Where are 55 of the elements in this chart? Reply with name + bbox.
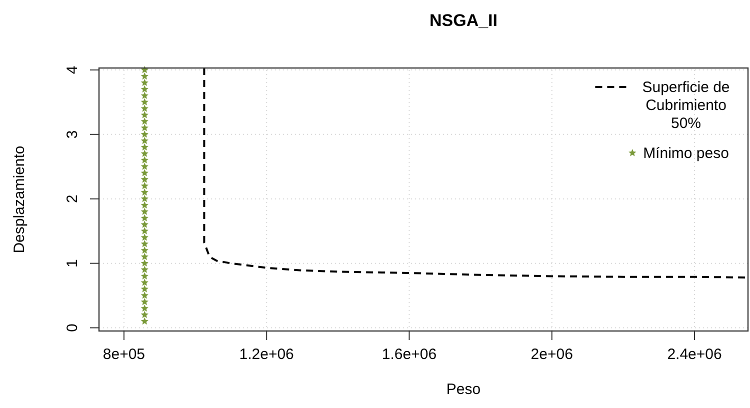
point (140, 201, 148, 209)
y-tick-label: 2 (64, 194, 81, 204)
x-tick-label: 2e+06 (530, 346, 573, 363)
x-tick-label: 1.6e+06 (382, 346, 437, 363)
point (140, 118, 148, 125)
point (140, 278, 148, 286)
x-tick-label: 1.2e+06 (239, 346, 294, 363)
point (140, 214, 148, 222)
chart-title: NSGA_II (429, 11, 498, 30)
x-axis-title: Peso (446, 381, 481, 398)
point (140, 188, 148, 196)
point (140, 66, 148, 74)
x-tick-label: 2.4e+06 (667, 346, 722, 363)
point (140, 266, 148, 273)
y-axis-title: Desplazamiento (11, 146, 28, 254)
point (140, 111, 148, 118)
legend-label: Superficie de Cubrimiento 50% (642, 79, 730, 132)
point (140, 208, 148, 215)
point (140, 194, 148, 202)
point (140, 292, 148, 299)
point (140, 304, 148, 312)
point (140, 162, 148, 170)
point (140, 72, 148, 80)
point (140, 182, 148, 190)
point (140, 240, 148, 248)
point (140, 150, 148, 157)
point (140, 156, 148, 164)
x-tick-label: 8e+05 (102, 346, 146, 363)
point (140, 252, 148, 260)
point (140, 104, 148, 112)
point (140, 85, 148, 93)
point (140, 298, 148, 306)
point (140, 143, 148, 151)
point (140, 130, 148, 138)
point (140, 92, 148, 99)
point (140, 78, 148, 86)
point (140, 136, 148, 144)
point (140, 246, 148, 254)
y-tick-label: 4 (64, 66, 81, 74)
point (140, 234, 148, 241)
point (140, 310, 148, 318)
point (140, 98, 148, 106)
point (140, 169, 148, 176)
y-tick-label: 3 (64, 130, 81, 139)
point (140, 124, 148, 132)
legend-label: Mínimo peso (643, 145, 729, 162)
y-tick-label: 1 (64, 259, 81, 268)
y-tick-label: 0 (64, 324, 81, 332)
point (140, 259, 148, 267)
point (140, 220, 148, 228)
point (140, 285, 148, 292)
point (140, 317, 148, 325)
point (140, 176, 148, 183)
point (140, 227, 148, 234)
point (140, 272, 148, 280)
